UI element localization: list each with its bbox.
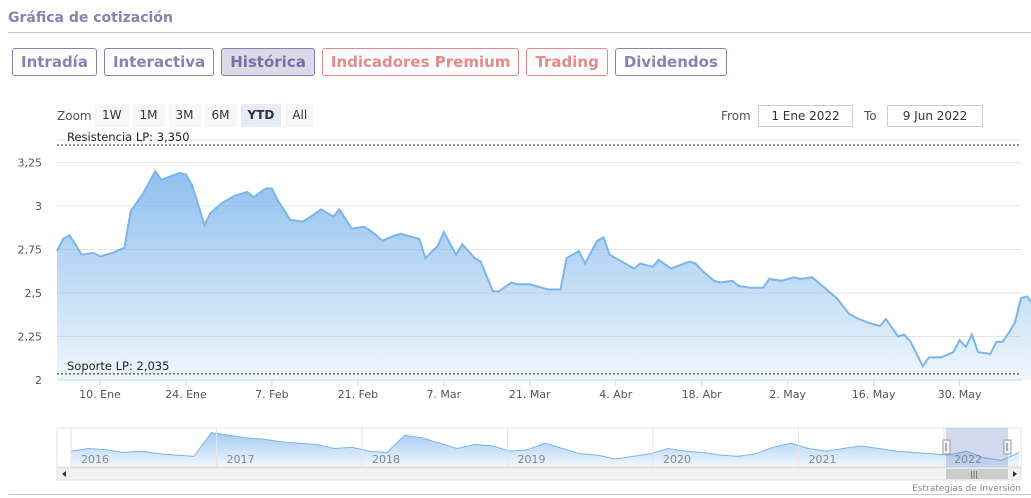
zoom-3m-button[interactable]: 3M: [168, 104, 201, 127]
tab-historica[interactable]: Histórica: [221, 48, 315, 76]
y-tick-label: 2,25: [18, 330, 43, 343]
navigator-year-label: 2016: [81, 453, 109, 466]
reference-line-label: Soporte LP: 2,035: [67, 359, 169, 373]
navigator-scrollbar-thumb: [946, 469, 1008, 479]
zoom-1m-button[interactable]: 1M: [132, 104, 165, 127]
zoom-6m-button[interactable]: 6M: [204, 104, 237, 127]
to-label: To: [864, 109, 877, 123]
page-title: Gráfica de cotización: [8, 10, 173, 26]
x-tick-label: 21. Mar: [509, 388, 551, 401]
navigator-year-label: 2019: [518, 453, 546, 466]
to-date-input[interactable]: 9 Jun 2022: [887, 105, 983, 127]
y-tick-label: 3: [35, 200, 42, 213]
zoom-label: Zoom: [57, 109, 92, 123]
x-tick-label: 16. May: [852, 388, 896, 401]
zoom-buttons: 1W 1M 3M 6M YTD All: [95, 104, 315, 127]
x-tick-label: 21. Feb: [338, 388, 378, 401]
navigator-frame: [56, 427, 1022, 468]
scroll-right-arrow-icon: [1013, 471, 1017, 477]
x-tick-label: 7. Feb: [255, 388, 288, 401]
navigator-area: [71, 432, 1019, 467]
price-area-fill: [57, 171, 1031, 380]
scroll-left-arrow-icon: [62, 471, 66, 477]
tab-trading[interactable]: Trading: [526, 48, 608, 76]
chart-tabs: Intradía Interactiva Histórica Indicador…: [12, 48, 727, 76]
x-tick-label: 7. Mar: [426, 388, 461, 401]
x-tick-label: 4. Abr: [599, 388, 632, 401]
navigator-handle: [1003, 439, 1012, 455]
y-tick-label: 3,25: [18, 156, 43, 169]
footer-divider: [8, 494, 1031, 495]
tab-intradia[interactable]: Intradía: [12, 48, 97, 76]
navigator-year-label: 2020: [663, 453, 691, 466]
y-tick-label: 2,5: [25, 287, 43, 300]
x-tick-label: 18. Abr: [682, 388, 722, 401]
tab-indicadores-premium[interactable]: Indicadores Premium: [321, 48, 520, 76]
navigator-selected-range: [946, 428, 1008, 467]
scrollbar-grip-icon: |||: [970, 470, 978, 479]
x-tick-label: 10. Ene: [79, 388, 121, 401]
navigator-line: [70, 432, 1020, 461]
navigator-year-label: 2017: [227, 453, 255, 466]
header-divider: [8, 32, 1031, 33]
tab-interactiva[interactable]: Interactiva: [103, 48, 215, 76]
zoom-ytd-button[interactable]: YTD: [240, 104, 282, 127]
navigator-year-label: 2018: [372, 453, 400, 466]
price-series-line: [56, 169, 1031, 369]
x-tick-label: 2. May: [769, 388, 806, 401]
navigator-scrollbar-track: [56, 467, 1022, 481]
zoom-1w-button[interactable]: 1W: [95, 104, 129, 127]
x-tick-label: 24. Ene: [165, 388, 207, 401]
from-label: From: [721, 109, 751, 123]
navigator-year-label: 2022: [954, 453, 982, 466]
reference-line-label: Resistencia LP: 3,350: [67, 130, 190, 144]
y-tick-label: 2: [35, 374, 42, 387]
x-tick-label: 30. May: [938, 388, 982, 401]
chart-credit: Estrategias de Inversión: [912, 483, 1021, 494]
navigator-year-label: 2021: [809, 453, 837, 466]
y-tick-label: 2,75: [18, 243, 43, 256]
tab-dividendos[interactable]: Dividendos: [614, 48, 727, 76]
navigator-handle: [942, 439, 951, 455]
from-date-input[interactable]: 1 Ene 2022: [758, 105, 853, 127]
zoom-all-button[interactable]: All: [285, 104, 315, 127]
